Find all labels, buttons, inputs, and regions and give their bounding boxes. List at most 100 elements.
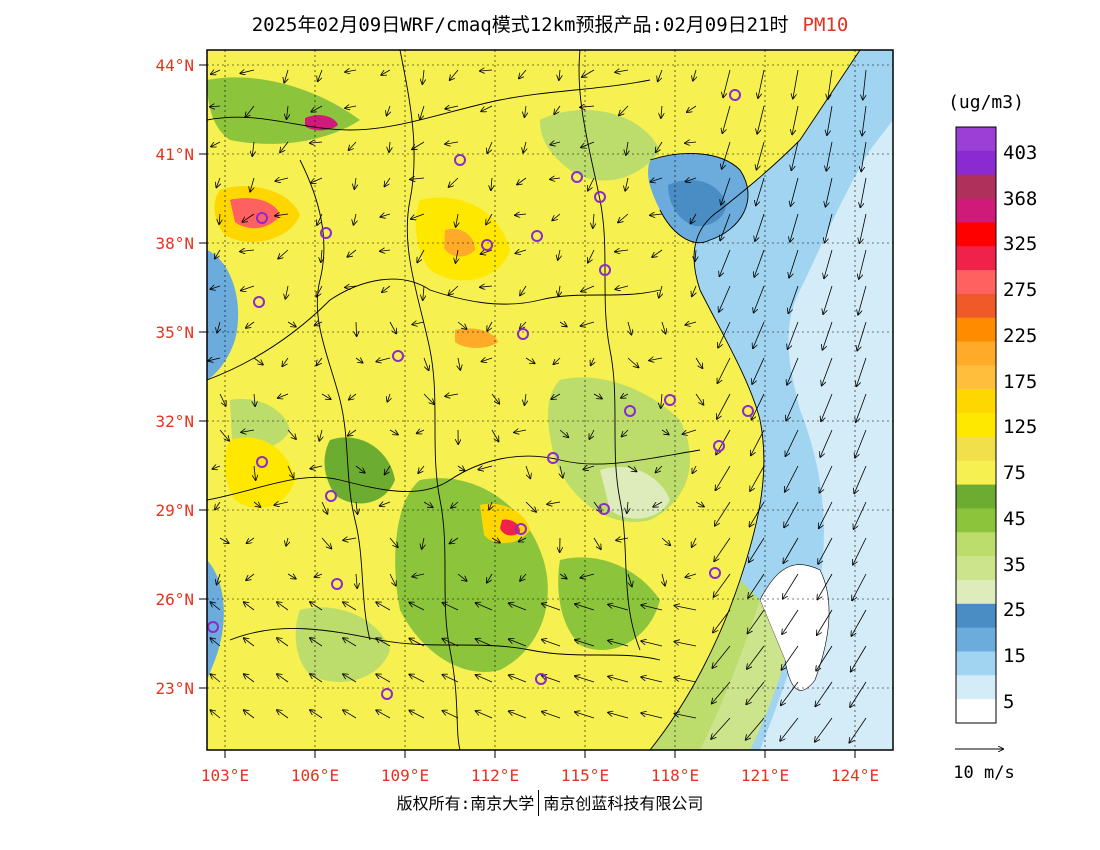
wind-arrow [345,286,357,287]
legend-label: 175 [1003,371,1037,393]
legend-swatch [956,484,996,509]
wind-arrow [278,249,289,259]
lon-label: 103°E [201,766,249,785]
wind-arrow [554,105,561,114]
legend-swatch [956,150,996,176]
wind-arrow [558,285,560,296]
city-marker [381,688,393,700]
city-marker [713,440,725,452]
lon-label: 124°E [831,766,879,785]
wind-arrow [751,429,765,455]
wind-arrow [310,674,323,683]
wind-arrow [695,502,704,507]
wind-arrow [793,69,799,98]
wind-arrow [321,537,331,549]
wind-arrow [820,429,833,457]
wind-arrow [659,285,662,298]
wind-arrow [219,429,229,441]
city-marker [594,191,606,203]
wind-arrow [593,213,594,228]
wind-arrow [211,638,221,647]
wind-arrow [584,466,595,469]
legend-swatch [956,627,996,652]
wind-arrow [445,106,459,109]
wind-arrow [382,285,391,292]
wind-vectors [208,69,867,743]
legend-label: 25 [1003,599,1026,621]
wind-arrow [575,676,595,683]
legend-colorbar [956,127,996,724]
wind-arrow [658,69,663,81]
wind-arrow [581,141,595,147]
wind-arrow [389,573,396,586]
city-marker [742,405,754,417]
wind-arrow [820,465,833,493]
wind-arrow [712,681,731,703]
wind-arrow [783,573,799,599]
wind-arrow [385,177,391,186]
wind-arrow [253,357,263,365]
wind-arrow [851,645,867,672]
wind-arrow [211,674,221,683]
wind-arrow [686,178,697,182]
city-marker [729,89,741,101]
wind-arrow [788,285,799,313]
wind-arrow [615,286,629,289]
wind-arrow [722,141,731,169]
wind-arrow [409,675,425,683]
wind-arrow [387,105,390,115]
wind-arrow [591,357,594,365]
wind-arrow [757,105,765,134]
wind-arrow [389,321,396,333]
title-main: 2025年02月09日WRF/cmaq模式12km预报产品:02月09日21时 [251,14,789,36]
wind-arrow [627,465,636,471]
wind-arrow [714,573,731,597]
wind-arrow [593,394,602,399]
legend-frame [955,126,997,724]
copyright-company: 南京创蓝科技有限公司 [543,794,704,813]
legend-label: 45 [1003,508,1026,530]
wind-arrow [719,285,731,312]
wind-arrow [278,394,289,398]
wind-arrow [315,574,323,577]
wind-arrow [753,321,765,348]
wind-arrow [345,106,357,108]
wind-arrow [409,603,425,611]
wind-arrow [385,465,391,474]
legend-swatch [956,413,996,438]
wind-arrow [789,249,799,278]
wind-arrow [457,466,465,471]
legend-swatch [956,365,996,390]
wind-arrow [750,465,765,491]
wind-arrow [514,430,527,432]
wind-arrow [423,501,433,507]
wind-arrow [410,178,425,179]
wind-arrow [491,429,499,441]
wind-arrow [315,322,323,325]
wind-arrow [723,69,731,97]
wind-arrow [661,430,669,434]
wind-arrow [389,537,398,547]
wind-arrow [757,141,765,170]
wind-arrow [712,645,731,668]
city-marker [709,567,721,579]
lon-label: 121°E [741,766,789,785]
city-marker [481,239,493,251]
city-marker [253,296,265,308]
wind-arrow [825,213,833,242]
wind-arrow [525,465,530,478]
wind-arrow [519,538,527,542]
wind-arrow [520,321,527,329]
wind-arrow [752,393,765,420]
wind-arrow [713,609,731,632]
legend-swatch [956,651,996,676]
wind-arrow [559,69,560,80]
wind-arrow [718,321,731,348]
wind-arrow [608,605,629,611]
wind-arrow [217,321,220,333]
wind-arrow [376,674,391,683]
wind-arrow [628,321,631,335]
wind-arrow [481,250,493,254]
wind-arrow [380,502,391,506]
wind-arrow [476,639,493,647]
